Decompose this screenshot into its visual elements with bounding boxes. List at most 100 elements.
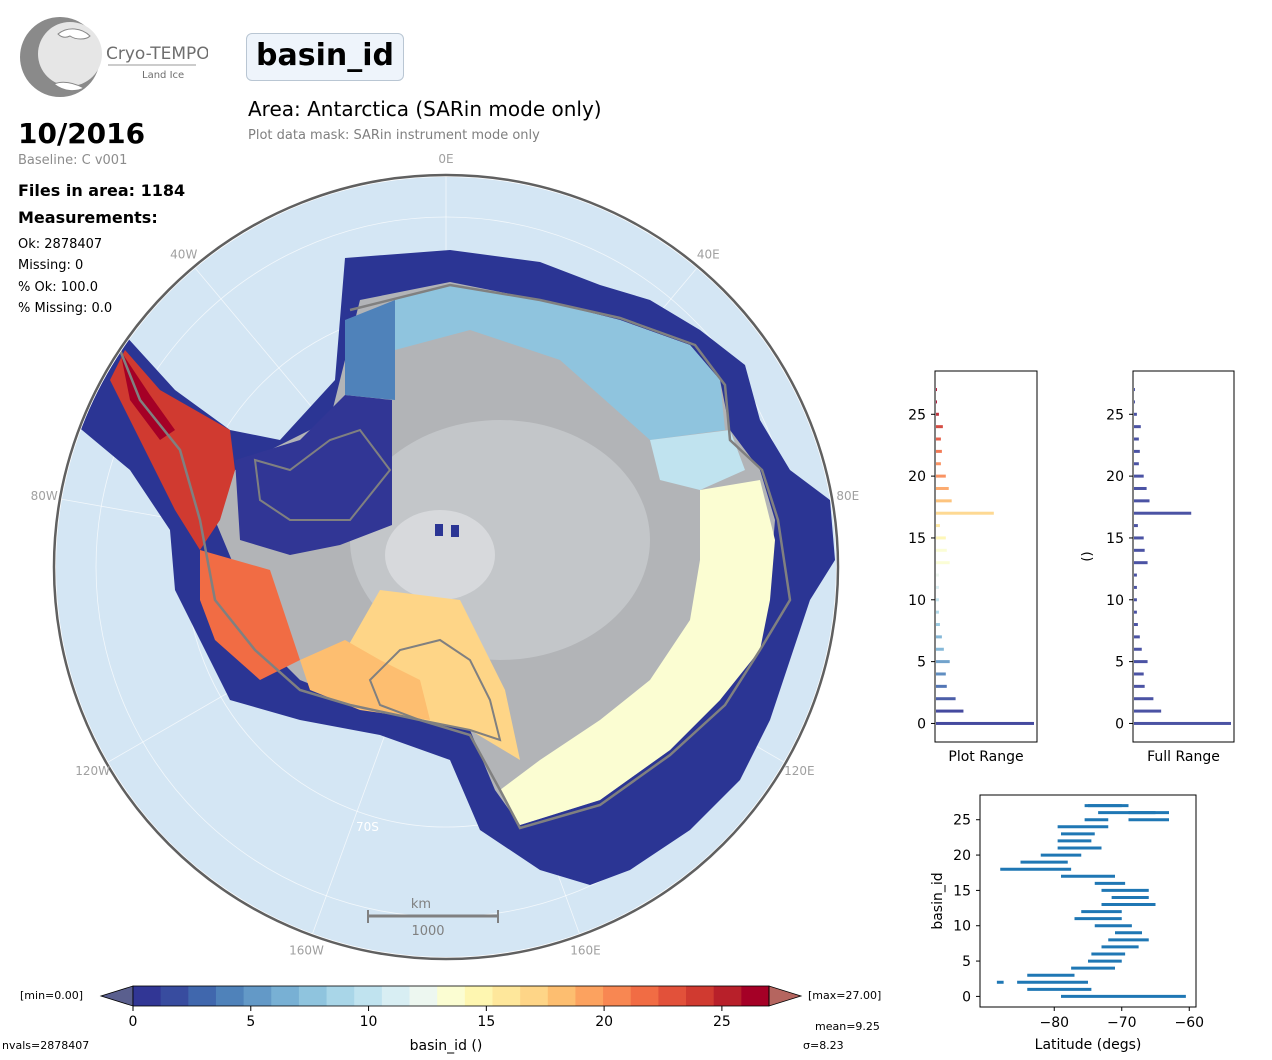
colorbar-max-label: [max=27.00]: [808, 989, 881, 1002]
colorbar: [min=0.00] [max=27.00] basin_id () nvals…: [2, 985, 881, 1054]
percent-ok: % Ok: 100.0: [18, 280, 98, 295]
y-tick-label: 10: [908, 593, 926, 609]
colorbar-tick-label: 10: [360, 1014, 378, 1030]
longitude-label: 160W: [289, 943, 324, 957]
histogram-bar: [1134, 486, 1147, 490]
colorbar-swatch: [133, 986, 162, 1006]
basin-patch-pale-cyan: [650, 430, 745, 490]
y-tick-label: 25: [953, 813, 971, 829]
cryo-tempo-logo: Cryo-TEMPO Land Ice: [20, 17, 208, 97]
colorbar-swatch: [713, 986, 742, 1006]
histogram-bar: [1134, 548, 1145, 552]
basin-patch-yellow: [340, 590, 520, 760]
x-axis-label: Plot Range: [948, 749, 1023, 765]
histogram-bar: [936, 573, 939, 577]
mean-label: mean=9.25: [815, 1020, 880, 1033]
scale-value: 1000: [411, 924, 444, 939]
range-chart-frame: [979, 794, 1197, 1008]
histogram-bar: [1134, 536, 1144, 540]
y-tick-label: 0: [1115, 716, 1124, 732]
histogram-bar: [936, 709, 964, 713]
basin-patch-blue: [345, 300, 395, 400]
histogram-bar: [936, 437, 941, 441]
histogram-frame: [1132, 370, 1235, 743]
histogram-bar: [936, 684, 947, 688]
colorbar-tick-label: 0: [129, 1014, 138, 1030]
logo-name: Cryo-TEMPO: [106, 44, 208, 64]
lat-label: 70S: [356, 820, 379, 834]
histogram-bar: [1134, 684, 1145, 688]
measurements-title: Measurements:: [18, 208, 158, 227]
histogram-bar: [1134, 709, 1162, 713]
longitude-label: 40E: [697, 247, 720, 261]
colorbar-over-arrow: [768, 985, 803, 1007]
histogram-bar: [1134, 499, 1150, 503]
histogram-bar: [1134, 561, 1148, 565]
histogram-bar: [936, 610, 939, 614]
histogram-bar: [1134, 721, 1231, 725]
colorbar-tick-label: 15: [477, 1014, 495, 1030]
colorbar-tick-label: 5: [246, 1014, 255, 1030]
histogram-bar: [936, 561, 950, 565]
pole-marker-left: [435, 524, 443, 536]
colorbar-tick-label: 25: [713, 1014, 731, 1030]
y-axis-label: basin_id: [930, 872, 946, 929]
histogram-bar: [1134, 474, 1144, 478]
histogram-bar: [1134, 610, 1137, 614]
colorbar-swatch: [243, 986, 272, 1006]
histogram-bar: [936, 660, 950, 664]
histogram-bar: [936, 388, 937, 392]
colorbar-under-arrow: [99, 985, 134, 1007]
y-axis-label: (): [1080, 551, 1095, 561]
histogram-bar: [1134, 425, 1141, 429]
files-count: Files in area: 1184: [18, 181, 186, 200]
latitude-range-chart: 0 5 10 15 20 25 −80 −70 −60 Latitude (degs) basin_…: [930, 794, 1204, 1053]
ok-count: Ok: 2878407: [18, 237, 103, 252]
colorbar-min-label: [min=0.00]: [20, 989, 83, 1002]
y-tick-label: 10: [1106, 593, 1124, 609]
histogram-bar: [936, 499, 952, 503]
colorbar-swatch: [686, 986, 715, 1006]
colorbar-swatch: [575, 986, 604, 1006]
histogram-bar: [936, 449, 942, 453]
x-tick-label: −80: [1039, 1015, 1069, 1031]
y-tick-label: 25: [908, 407, 926, 423]
colorbar-swatch: [603, 986, 632, 1006]
histogram-bar: [936, 672, 946, 676]
histogram-bar: [1134, 585, 1137, 589]
y-tick-label: 5: [1115, 655, 1124, 671]
histogram-bar: [1134, 388, 1135, 392]
basin-patch-light-orange: [300, 640, 430, 720]
histogram-bar: [1134, 449, 1140, 453]
parameter-title: basin_id: [246, 33, 404, 81]
histogram-bar: [936, 425, 943, 429]
colorbar-swatch: [741, 986, 770, 1006]
histogram-bar: [936, 697, 956, 701]
polar-map: 0E 40E 80E 120E 160E 160W 120W 80W 40W 70S km 10…: [31, 152, 859, 961]
histogram-bar: [1134, 672, 1144, 676]
histogram-bar: [936, 462, 941, 466]
longitude-label: 120E: [784, 764, 815, 778]
histogram-bar: [1134, 598, 1137, 602]
histogram-bar: [936, 474, 946, 478]
colorbar-outline: [132, 985, 770, 1007]
colorbar-swatch: [160, 986, 189, 1006]
plot-range-histogram: 0 5 10 15 20 25 Plot Range: [908, 370, 1038, 765]
colorbar-swatch: [409, 986, 438, 1006]
histogram-bar: [1134, 462, 1139, 466]
colorbar-swatch: [354, 986, 383, 1006]
ice-shelf-outline: [253, 428, 392, 521]
y-tick-label: 10: [953, 919, 971, 935]
basin-patch-pale-yellow: [500, 480, 775, 825]
y-tick-label: 5: [962, 954, 971, 970]
logo-subtitle: Land Ice: [142, 70, 184, 81]
coastline: [118, 283, 792, 830]
baseline-label: Baseline: C v001: [18, 153, 128, 168]
histogram-bar: [1134, 573, 1137, 577]
y-tick-label: 5: [917, 655, 926, 671]
colorbar-swatch: [188, 986, 217, 1006]
colorbar-swatch: [520, 986, 549, 1006]
x-tick-label: −60: [1174, 1015, 1204, 1031]
x-tick-label: −70: [1107, 1015, 1137, 1031]
longitude-label: 80E: [836, 489, 859, 503]
